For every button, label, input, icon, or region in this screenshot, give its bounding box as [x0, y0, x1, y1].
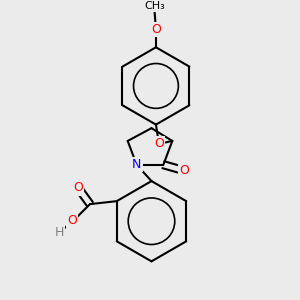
Text: H: H — [55, 226, 64, 239]
Text: N: N — [132, 158, 141, 171]
Text: CH₃: CH₃ — [144, 1, 165, 11]
Text: O: O — [67, 214, 77, 227]
Text: O: O — [151, 23, 161, 36]
Text: O: O — [154, 137, 164, 150]
Text: O: O — [179, 164, 189, 177]
Text: O: O — [73, 181, 83, 194]
